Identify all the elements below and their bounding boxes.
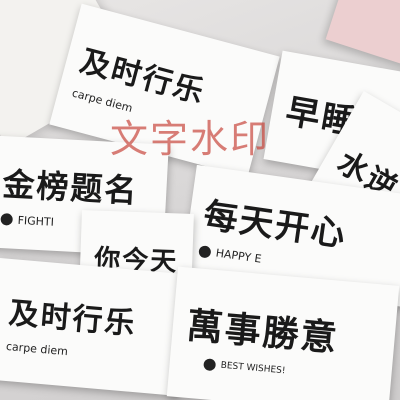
card-subtext-label: FIGHTI	[17, 213, 55, 229]
watermark: 文字水印	[110, 117, 271, 161]
face-icon	[198, 244, 212, 259]
pink-box	[325, 0, 400, 68]
card-subtext-label: carpe diem	[5, 339, 69, 358]
card-text: 萬事勝意	[185, 305, 341, 360]
card: 及时行乐 carpe diem	[0, 257, 189, 397]
card-subtext-label: BEST WISHES!	[220, 360, 286, 377]
card-text: 及时行乐	[7, 295, 138, 342]
card-text: 金榜题名	[1, 164, 140, 210]
card-subtext: carpe diem	[5, 339, 168, 366]
face-icon	[203, 358, 217, 372]
card-subtext-label: HAPPY E	[214, 246, 263, 266]
card: 萬事勝意 BEST WISHES!	[166, 266, 400, 400]
face-icon	[0, 213, 13, 226]
